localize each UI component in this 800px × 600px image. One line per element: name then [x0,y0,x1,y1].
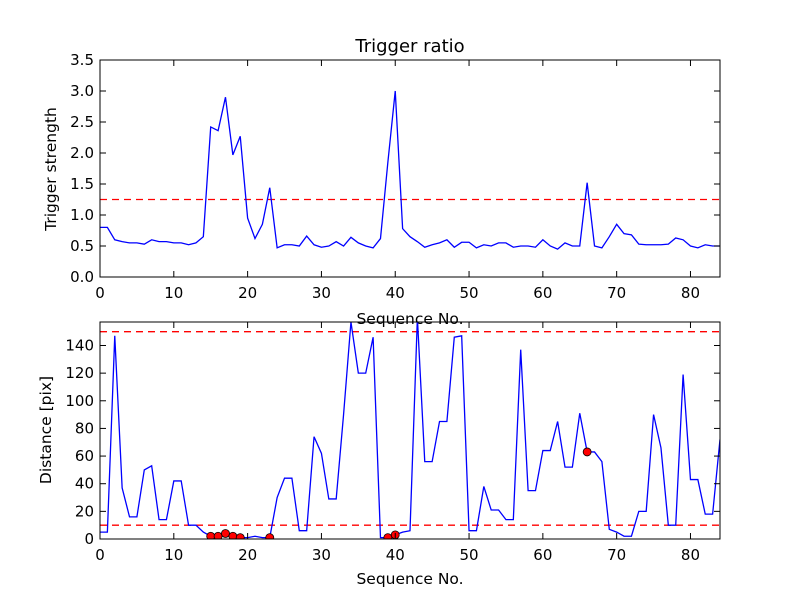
x-tick-label: 50 [460,284,479,302]
series-line [100,90,720,250]
axes-frame [99,321,721,540]
data-point-marker [582,447,592,457]
x-tick-label: 70 [607,546,626,564]
x-tick-label: 20 [238,546,257,564]
y-tick-label: 20 [75,502,94,520]
y-tick-label: 1.5 [70,175,94,193]
x-tick-label: 10 [164,284,183,302]
y-axis-label: Trigger strength [42,107,60,232]
data-point-marker [221,529,230,538]
axes-frame [99,59,721,278]
y-tick-label: 3.5 [70,51,94,69]
chart-title: Trigger ratio [354,36,464,57]
x-axis-label: Sequence No. [356,570,463,588]
x-tick-label: 40 [386,284,405,302]
y-tick-label: 2.0 [70,144,94,162]
x-tick-label: 60 [533,284,552,302]
y-tick-label: 2.5 [70,113,94,131]
x-tick-label: 10 [164,546,183,564]
series-line [100,322,720,539]
y-tick-label: 40 [75,475,94,493]
plot-area [100,90,720,250]
plot-area [100,322,720,539]
trigger-ratio-plot: Trigger ratio Sequence No. Trigger stren… [42,36,721,328]
x-tick-label: 0 [95,284,105,302]
y-tick-label: 120 [65,364,94,382]
x-tick-label: 50 [460,546,479,564]
y-tick-label: 80 [75,419,94,437]
x-tick-label: 40 [386,546,405,564]
y-tick-label: 3.0 [70,82,94,100]
x-tick-label: 80 [681,546,700,564]
x-tick-label: 20 [238,284,257,302]
data-point-marker [265,533,275,539]
x-tick-label: 70 [607,284,626,302]
x-tick-label: 30 [312,284,331,302]
x-tick-label: 60 [533,546,552,564]
y-tick-label: 1.0 [70,206,94,224]
distance-plot: Sequence No. Distance [pix] 0 10 20 30 40 50 6… [37,321,721,588]
y-tick-label: 60 [75,447,94,465]
data-point-marker [235,533,245,539]
x-tick-label: 0 [95,546,105,564]
y-tick-label: 140 [65,336,94,354]
y-tick-label: 0.5 [70,237,94,255]
y-tick-label: 100 [65,392,94,410]
x-tick-label: 30 [312,546,331,564]
y-tick-label: 0 [84,530,94,548]
y-axis-label: Distance [pix] [37,376,55,484]
x-axis-label: Sequence No. [356,310,463,328]
data-point-marker [383,533,393,539]
y-tick-label: 0.0 [70,268,94,286]
x-tick-label: 80 [681,284,700,302]
